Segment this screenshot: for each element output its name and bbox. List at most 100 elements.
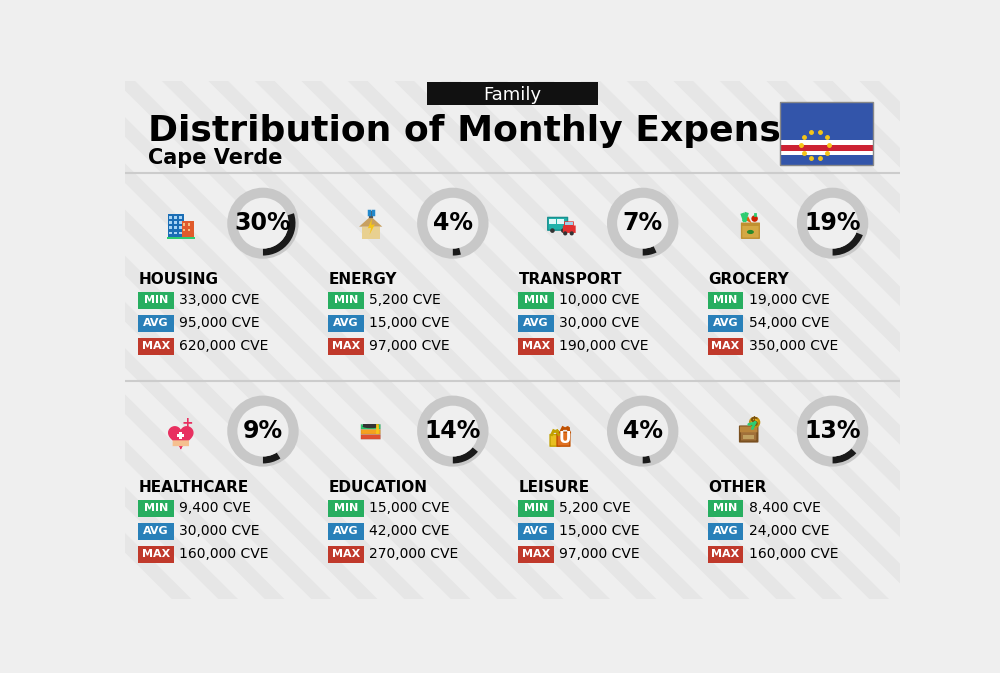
Wedge shape bbox=[643, 246, 657, 256]
FancyBboxPatch shape bbox=[361, 429, 380, 434]
Text: AVG: AVG bbox=[333, 526, 359, 536]
Text: TRANSPORT: TRANSPORT bbox=[519, 272, 622, 287]
Bar bbox=[169, 216, 172, 219]
Text: MIN: MIN bbox=[714, 503, 738, 513]
FancyBboxPatch shape bbox=[328, 499, 364, 517]
Circle shape bbox=[427, 198, 478, 248]
Circle shape bbox=[807, 198, 858, 248]
FancyBboxPatch shape bbox=[708, 291, 743, 309]
Bar bbox=[557, 219, 564, 223]
Text: 97,000 CVE: 97,000 CVE bbox=[559, 547, 640, 561]
FancyBboxPatch shape bbox=[564, 221, 574, 226]
Text: Cape Verde: Cape Verde bbox=[148, 148, 283, 168]
Bar bbox=[780, 155, 873, 166]
Text: 7%: 7% bbox=[623, 211, 663, 235]
Text: +: + bbox=[182, 416, 194, 430]
Text: 620,000 CVE: 620,000 CVE bbox=[179, 339, 269, 353]
Text: MIN: MIN bbox=[714, 295, 738, 306]
Text: 24,000 CVE: 24,000 CVE bbox=[749, 524, 829, 538]
Bar bbox=[174, 221, 177, 224]
Text: HOUSING: HOUSING bbox=[139, 272, 219, 287]
Bar bbox=[780, 145, 873, 151]
Text: 15,000 CVE: 15,000 CVE bbox=[369, 501, 450, 515]
Text: MAX: MAX bbox=[712, 549, 740, 559]
Bar bbox=[780, 102, 873, 166]
Text: 42,000 CVE: 42,000 CVE bbox=[369, 524, 450, 538]
Ellipse shape bbox=[747, 230, 754, 234]
Bar bbox=[169, 226, 172, 229]
Text: AVG: AVG bbox=[713, 526, 738, 536]
Text: MAX: MAX bbox=[142, 549, 170, 559]
Circle shape bbox=[617, 198, 668, 248]
FancyBboxPatch shape bbox=[740, 427, 757, 432]
Text: MIN: MIN bbox=[334, 503, 358, 513]
Wedge shape bbox=[833, 233, 863, 256]
Text: 19%: 19% bbox=[804, 211, 861, 235]
Text: MAX: MAX bbox=[522, 341, 550, 351]
FancyBboxPatch shape bbox=[138, 499, 174, 517]
FancyBboxPatch shape bbox=[518, 291, 554, 309]
FancyBboxPatch shape bbox=[328, 291, 364, 309]
Bar bbox=[179, 226, 182, 229]
FancyBboxPatch shape bbox=[518, 315, 554, 332]
FancyBboxPatch shape bbox=[740, 427, 757, 441]
Bar bbox=[183, 223, 185, 225]
Circle shape bbox=[427, 406, 478, 456]
Text: AVG: AVG bbox=[143, 526, 169, 536]
FancyBboxPatch shape bbox=[427, 82, 598, 106]
FancyBboxPatch shape bbox=[708, 338, 743, 355]
Bar bbox=[179, 432, 182, 439]
Text: 14%: 14% bbox=[425, 419, 481, 443]
Text: 30%: 30% bbox=[235, 211, 291, 235]
Text: 33,000 CVE: 33,000 CVE bbox=[179, 293, 260, 307]
Bar bbox=[780, 151, 873, 155]
Text: MIN: MIN bbox=[524, 295, 548, 306]
Text: OTHER: OTHER bbox=[709, 480, 767, 495]
Bar bbox=[780, 102, 873, 140]
Circle shape bbox=[550, 228, 555, 233]
FancyBboxPatch shape bbox=[742, 223, 759, 238]
Bar bbox=[182, 221, 194, 237]
FancyBboxPatch shape bbox=[548, 217, 568, 230]
Polygon shape bbox=[368, 219, 375, 235]
Text: 30,000 CVE: 30,000 CVE bbox=[559, 316, 640, 330]
FancyBboxPatch shape bbox=[518, 499, 554, 517]
FancyBboxPatch shape bbox=[138, 291, 174, 309]
Circle shape bbox=[570, 232, 574, 236]
Text: 190,000 CVE: 190,000 CVE bbox=[559, 339, 648, 353]
Text: 13%: 13% bbox=[804, 419, 861, 443]
FancyBboxPatch shape bbox=[518, 546, 554, 563]
Text: 160,000 CVE: 160,000 CVE bbox=[749, 547, 838, 561]
Circle shape bbox=[807, 406, 858, 456]
Text: 54,000 CVE: 54,000 CVE bbox=[749, 316, 829, 330]
Text: 97,000 CVE: 97,000 CVE bbox=[369, 339, 450, 353]
Text: 350,000 CVE: 350,000 CVE bbox=[749, 339, 838, 353]
Bar bbox=[169, 232, 172, 234]
Bar bbox=[168, 214, 184, 237]
Bar bbox=[742, 223, 759, 226]
Bar bbox=[174, 232, 177, 234]
Ellipse shape bbox=[363, 425, 379, 428]
Circle shape bbox=[237, 406, 289, 456]
Bar bbox=[188, 223, 190, 225]
Bar bbox=[174, 216, 177, 219]
FancyBboxPatch shape bbox=[138, 338, 174, 355]
Text: $: $ bbox=[750, 416, 759, 429]
Text: 9,400 CVE: 9,400 CVE bbox=[179, 501, 251, 515]
Text: 19,000 CVE: 19,000 CVE bbox=[749, 293, 830, 307]
Text: 5,200 CVE: 5,200 CVE bbox=[369, 293, 441, 307]
Bar bbox=[565, 222, 573, 225]
Text: AVG: AVG bbox=[523, 526, 549, 536]
Text: MIN: MIN bbox=[144, 503, 168, 513]
Text: MAX: MAX bbox=[712, 341, 740, 351]
Bar bbox=[188, 229, 190, 232]
Circle shape bbox=[376, 431, 378, 433]
FancyBboxPatch shape bbox=[557, 432, 570, 446]
Wedge shape bbox=[453, 248, 461, 256]
Text: AVG: AVG bbox=[143, 318, 169, 328]
Bar bbox=[363, 424, 379, 427]
Bar bbox=[179, 232, 182, 234]
Wedge shape bbox=[453, 448, 478, 464]
Text: 5,200 CVE: 5,200 CVE bbox=[559, 501, 631, 515]
FancyBboxPatch shape bbox=[328, 523, 364, 540]
